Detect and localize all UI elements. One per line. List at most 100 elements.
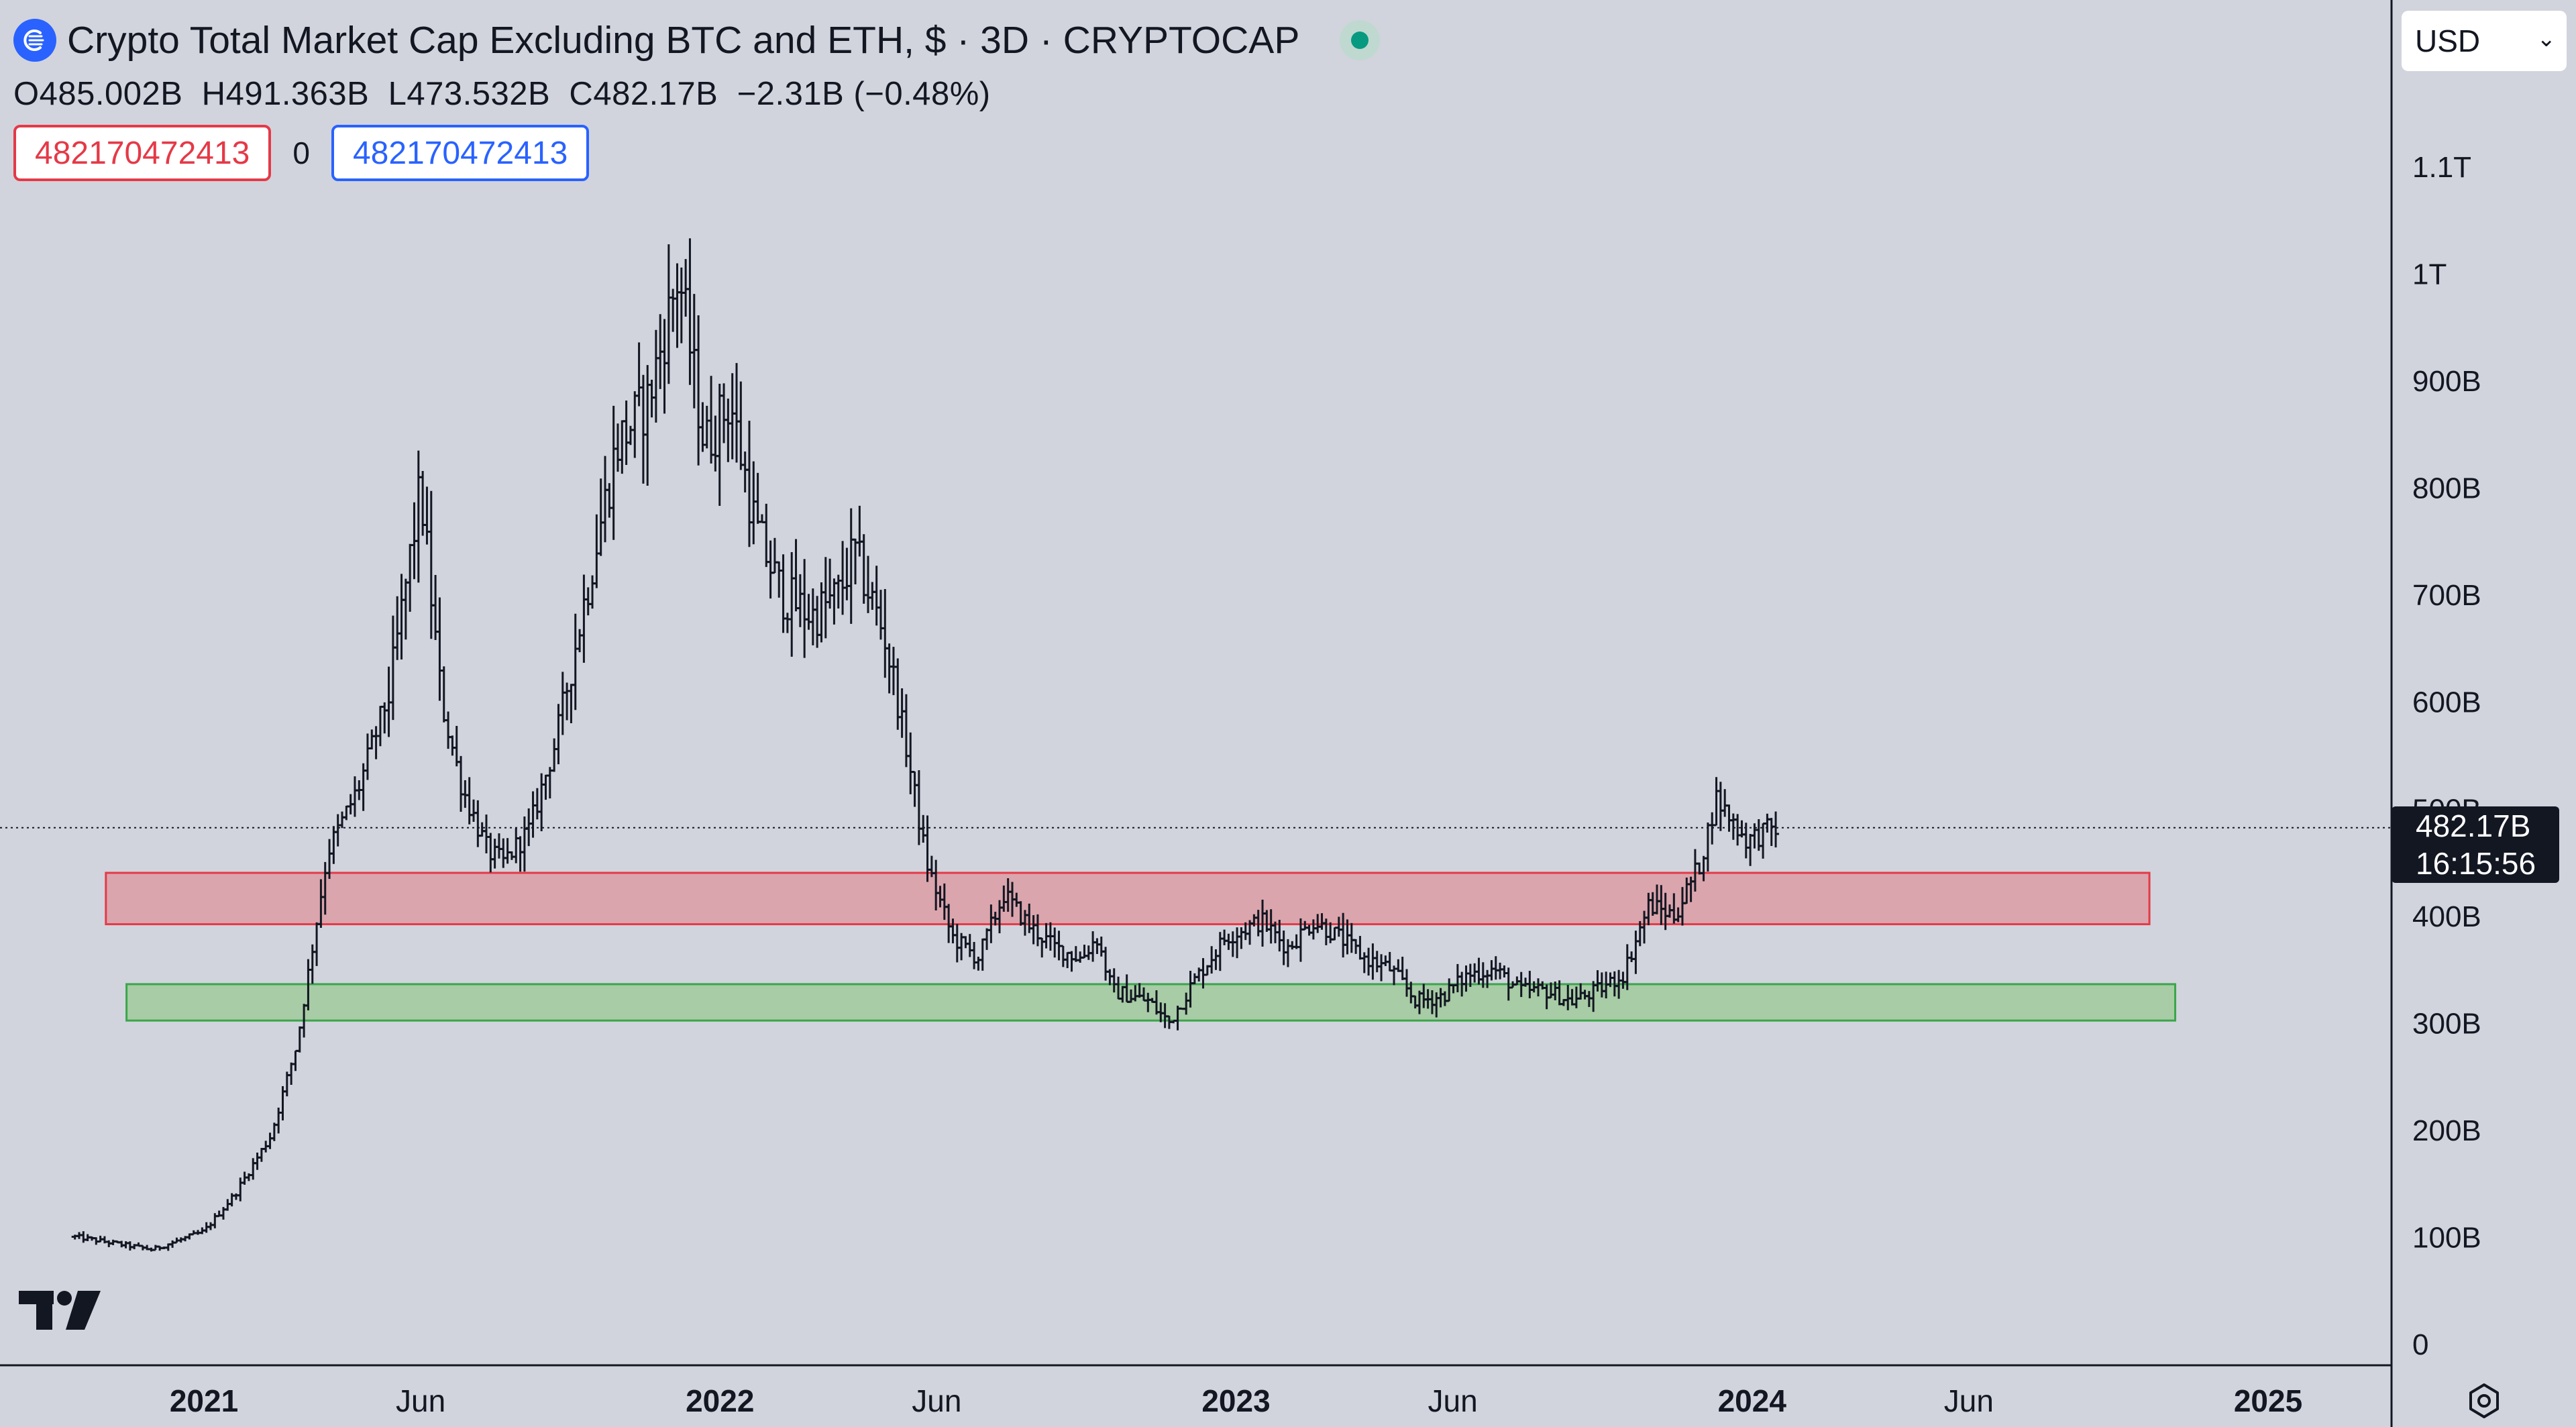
ohlc-bar [703,405,710,449]
ohlc-bar [521,816,528,872]
indicator-value-left[interactable]: 482170472413 [13,125,272,181]
resistance-zone[interactable] [105,871,2151,926]
ohlc-bar [847,508,855,624]
ohlc-bar [394,596,401,660]
y-tick-label: 600B [2412,686,2481,719]
ohlc-bar [775,561,783,598]
ohlc-bar [453,725,460,767]
support-zone[interactable] [125,983,2177,1022]
ohlc-bar [1097,937,1105,957]
ohlc-bar [920,814,927,843]
ohlc-bar [860,534,867,604]
ohlc-bar [529,791,537,838]
tradingview-logo[interactable] [19,1287,105,1337]
chart-title[interactable]: Crypto Total Market Cap Excluding BTC an… [67,19,1300,62]
ohlc-bar [962,936,969,949]
ohlc-bar [614,423,621,472]
ohlc-bar [852,538,859,584]
ohlc-bar [1764,813,1771,833]
ohlc-bar [877,590,884,640]
ohlc-bar [915,770,922,845]
ohlc-bar [674,263,681,348]
chevron-down-icon: ⌄ [2536,26,2557,52]
ohlc-bar [1471,963,1479,983]
ohlc-bar [894,658,902,730]
ohlc-bar [538,773,545,832]
ohlc-bar [597,478,604,556]
ohlc-bar [551,738,558,772]
y-tick-label: 300B [2412,1007,2481,1040]
ohlc-bar [266,1132,274,1149]
x-tick-label: 2024 [1718,1383,1787,1418]
ohlc-bar [546,767,553,799]
indicator-value-middle: 0 [292,136,310,170]
cryptocap-logo-icon [13,19,56,62]
ohlc-bar [402,578,409,640]
y-tick-label: 800B [2412,472,2481,505]
ohlc-bar [788,552,796,657]
ohlc-bar [445,711,452,749]
ohlc-bar [898,688,906,738]
ohlc-bar [275,1107,282,1134]
ohlc-bar [364,733,371,780]
ohlc-bar [1234,927,1241,959]
ohlc-bar [1747,833,1754,866]
ohlc-bar [487,833,494,873]
ohlc-bar [351,776,358,817]
ohlc-bar [669,288,677,332]
ohlc-bar [635,342,643,407]
ohlc-bar [564,682,571,721]
ohlc-bar [415,450,422,583]
ohlc-bar [1488,960,1495,981]
ohlc-bar [606,483,613,518]
ohlc-bar [513,828,520,863]
ohlc-bar [1331,927,1338,941]
currency-select[interactable]: USD ⌄ [2402,11,2567,71]
ohlc-bar [805,594,812,630]
x-tick-label: 2025 [2234,1383,2302,1418]
ohlc-bar [309,944,316,984]
ohlc-bar [381,702,388,734]
market-status-icon[interactable] [1340,20,1381,60]
ohlc-bar [1713,777,1720,827]
settings-icon[interactable] [2465,1382,2503,1423]
ohlc-bar [623,401,630,465]
ohlc-bar [1369,943,1377,980]
indicator-value-right[interactable]: 482170472413 [331,125,590,181]
ohlc-bar [1089,931,1097,962]
time-axis[interactable]: 2021 Jun 2022 Jun 2023 Jun 2024 Jun 2025 [170,1383,2302,1418]
ohlc-bar [491,839,498,869]
price-axis[interactable]: 0100B200B300B400B500B600B700B800B900B1T1… [2412,151,2481,1361]
ohlc-bar [1717,782,1724,831]
ohlc-bar [1704,822,1711,871]
ohlc-bar [254,1152,261,1170]
ohlc-bar [1497,962,1504,980]
ohlc-bar [478,822,486,837]
ohlc-bar [652,329,659,423]
ohlc-bar [593,514,600,588]
ohlc-bar [763,503,770,568]
high-label: H [201,76,226,112]
ohlc-bar [809,588,816,645]
ohlc-bar [631,391,639,458]
ohlc-bar [419,470,427,536]
x-tick-label: 2023 [1201,1383,1270,1418]
ohlc-bar [869,582,876,610]
ohlc-bar [1229,931,1236,957]
ohlc-bar [1734,814,1741,846]
ohlc-values: O485.002B H491.363B L473.532B C482.17B −… [13,75,1380,113]
ohlc-bar [983,928,991,950]
ohlc-bar [1289,941,1296,950]
ohlc-bar [474,800,482,847]
ohlc-bar [580,574,588,663]
ohlc-bar [80,1231,87,1243]
ohlc-bar [368,729,376,750]
ohlc-bar [500,838,507,868]
y-tick-label: 1T [2412,258,2447,291]
x-tick-label: Jun [396,1383,445,1418]
ohlc-bar [665,244,672,384]
ohlc-bar [975,956,982,971]
ohlc-bar [258,1148,265,1162]
y-tick-label: 0 [2412,1328,2428,1361]
